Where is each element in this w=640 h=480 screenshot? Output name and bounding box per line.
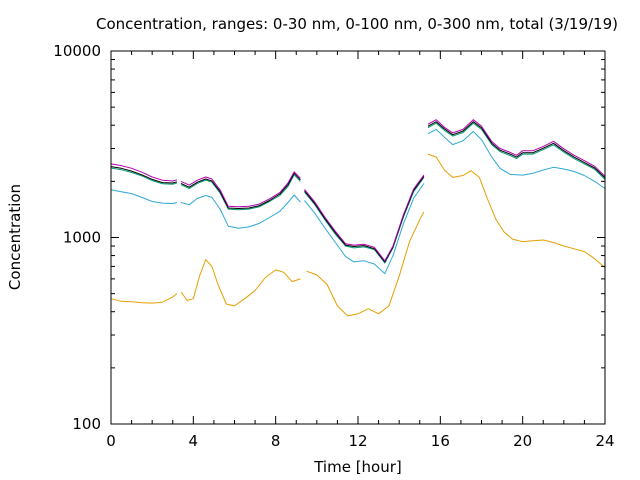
series-4-segment-2 <box>180 172 301 209</box>
series-1-segment-2 <box>180 259 301 307</box>
series-2-segment-4 <box>427 128 606 190</box>
series-3-segment-1 <box>110 167 178 185</box>
x-tick-label: 24 <box>595 432 614 450</box>
series-5-segment-1 <box>110 163 178 182</box>
series-4-segment-3 <box>304 176 425 263</box>
x-tick-label: 8 <box>271 432 281 450</box>
series-2-segment-3 <box>304 183 425 275</box>
series-layer <box>110 119 606 317</box>
series-5-segment-4 <box>427 119 606 177</box>
x-tick-label: 0 <box>106 432 116 450</box>
x-tick-label: 12 <box>348 432 367 450</box>
series-2-segment-1 <box>110 189 178 205</box>
series-2-segment-2 <box>180 194 301 229</box>
x-tick-label: 16 <box>431 432 450 450</box>
x-tick-label: 20 <box>513 432 532 450</box>
series-3-segment-2 <box>180 174 301 211</box>
y-tick-label: 1000 <box>63 229 101 247</box>
series-3-segment-4 <box>427 122 606 180</box>
series-1-segment-3 <box>306 211 425 317</box>
y-axis: 100 1000 10000 <box>53 42 605 433</box>
x-axis-label: Time [hour] <box>313 458 402 476</box>
y-tick-label: 10000 <box>53 42 101 60</box>
series-5-segment-3 <box>304 174 425 262</box>
series-5-segment-2 <box>180 171 301 208</box>
y-axis-label: Concentration <box>6 184 24 290</box>
x-axis: 0 4 8 12 16 20 24 <box>106 51 615 450</box>
series-1-segment-4 <box>427 153 606 268</box>
series-4-segment-1 <box>110 166 178 184</box>
plot-frame <box>110 50 606 425</box>
series-4-segment-4 <box>427 121 606 179</box>
series-3-segment-3 <box>304 177 425 264</box>
x-tick-label: 4 <box>189 432 199 450</box>
y-tick-label: 100 <box>72 415 101 433</box>
series-1-segment-1 <box>110 293 178 304</box>
chart-title: Concentration, ranges: 0-30 nm, 0-100 nm… <box>96 15 618 33</box>
